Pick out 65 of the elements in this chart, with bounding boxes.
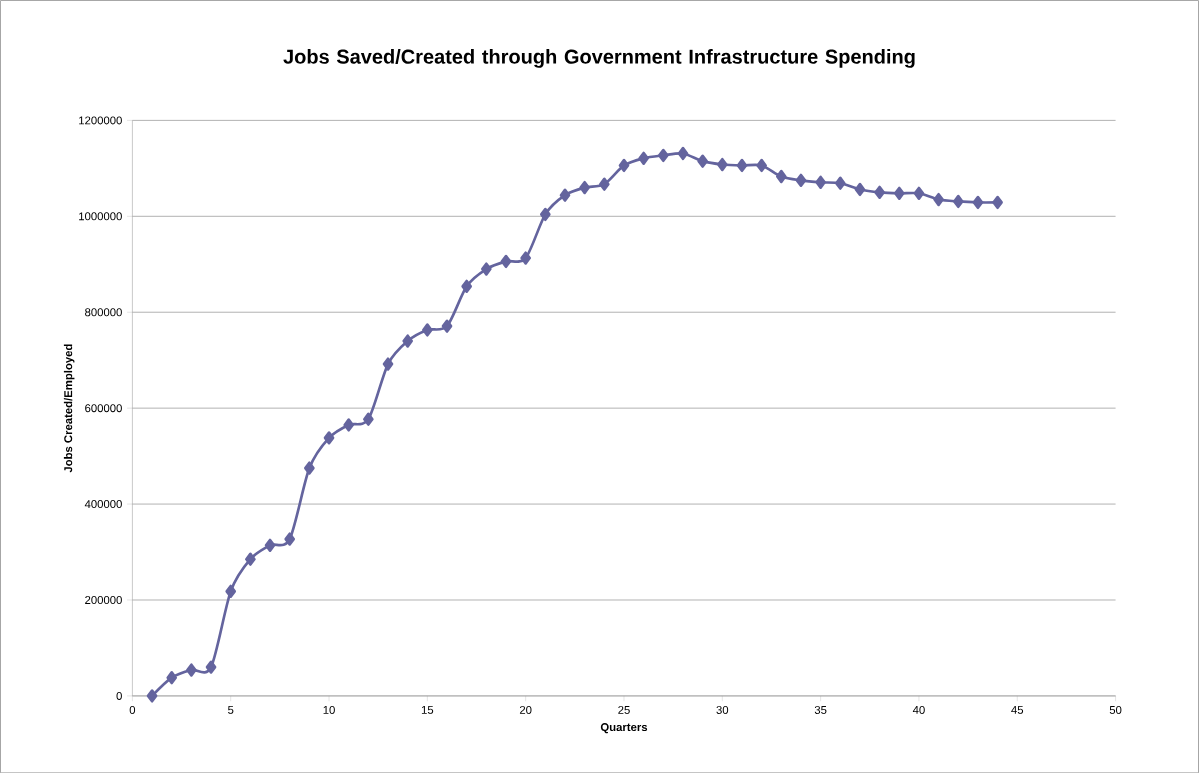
y-tick-label: 0 [116, 691, 122, 700]
point [579, 180, 590, 195]
x-tick-label: 15 [421, 705, 434, 714]
point [540, 207, 551, 221]
y-tick-label: 600000 [85, 403, 122, 412]
point [736, 158, 748, 172]
point [363, 412, 374, 426]
point [697, 154, 708, 168]
x-tick-label: 30 [716, 705, 729, 714]
point [933, 192, 944, 207]
y-tick-label: 1200000 [79, 116, 122, 125]
point [245, 552, 256, 566]
point [422, 323, 433, 337]
x-tick-label: 25 [618, 705, 630, 714]
point [815, 175, 826, 189]
y-axis-title: Jobs Created/Employed [63, 344, 75, 473]
point [402, 334, 414, 348]
x-tick-label: 5 [228, 705, 234, 714]
x-tick-label: 20 [519, 705, 532, 714]
point [677, 146, 689, 160]
point [775, 169, 787, 183]
point [343, 418, 355, 432]
point [657, 148, 669, 162]
x-tick-label: 0 [129, 705, 136, 714]
point [186, 663, 197, 677]
point [854, 182, 866, 196]
point [795, 173, 807, 187]
point [481, 262, 492, 276]
x-tick-label: 40 [912, 705, 925, 714]
x-tick-label: 35 [814, 705, 827, 714]
y-tick-label: 200000 [85, 595, 122, 604]
point [992, 195, 1003, 209]
point [323, 431, 335, 445]
point [834, 176, 846, 190]
point [284, 532, 296, 546]
x-tick-label: 45 [1011, 705, 1024, 714]
x-tick-label: 50 [1109, 705, 1122, 714]
point [599, 177, 610, 191]
point [461, 279, 472, 293]
point [893, 186, 905, 200]
point [441, 319, 453, 333]
point [146, 689, 158, 703]
x-axis-title: Quarters [600, 722, 648, 734]
point [225, 584, 237, 598]
point [382, 357, 394, 371]
point [756, 158, 767, 172]
point [205, 660, 217, 674]
point [264, 538, 276, 552]
point [304, 461, 315, 475]
point [638, 151, 649, 165]
y-tick-label: 1000000 [79, 212, 122, 221]
point [559, 188, 571, 202]
point [972, 195, 984, 209]
y-tick-label: 800000 [85, 308, 122, 317]
point [500, 254, 512, 268]
chart-title: Jobs Saved/Created through Government Infrastructure Spending [283, 48, 915, 68]
point [166, 670, 178, 685]
point [618, 158, 630, 172]
point [520, 251, 531, 265]
y-tick-label: 400000 [84, 499, 122, 508]
x-tick-label: 10 [323, 705, 335, 714]
point [913, 186, 925, 200]
point [874, 185, 885, 199]
point [716, 157, 728, 171]
point [952, 194, 964, 208]
